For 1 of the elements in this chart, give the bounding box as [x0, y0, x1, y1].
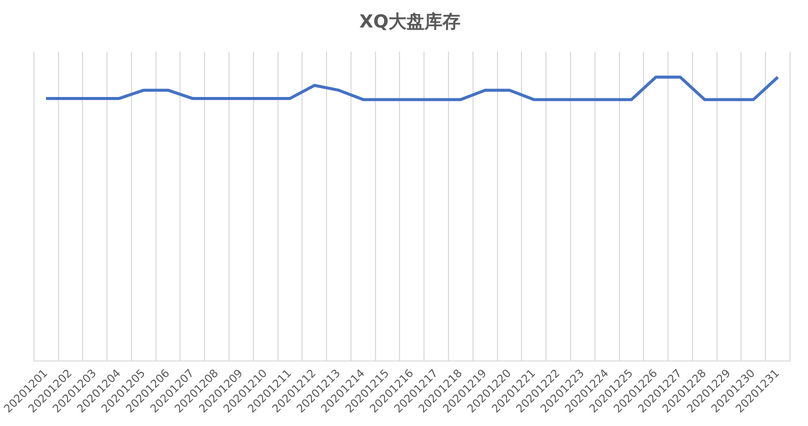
chart-title: XQ大盘库存 — [359, 11, 461, 32]
